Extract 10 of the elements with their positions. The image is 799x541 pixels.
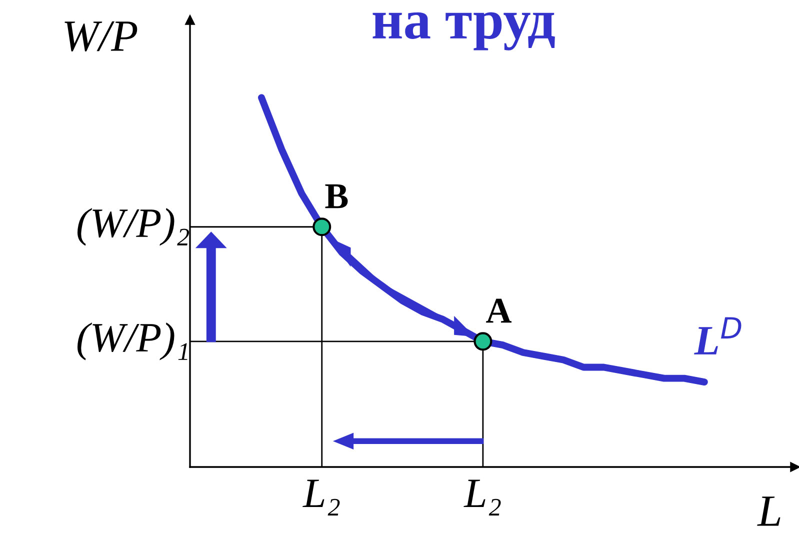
ref-line-label: (W/P)₁ — [78, 322, 188, 360]
chart-title: на труд — [372, 12, 555, 50]
annotation: B — [325, 184, 348, 208]
series-label: L$^{D}$ — [694, 317, 742, 354]
x-tick-label: L₂ — [464, 480, 501, 516]
ref-line-label: (W/P)₂ — [78, 208, 190, 246]
y-axis-title: W/P — [64, 21, 138, 52]
annotation: A — [486, 298, 512, 323]
x-tick-label: L₂ — [302, 480, 340, 516]
x-axis-title: L — [757, 496, 780, 526]
